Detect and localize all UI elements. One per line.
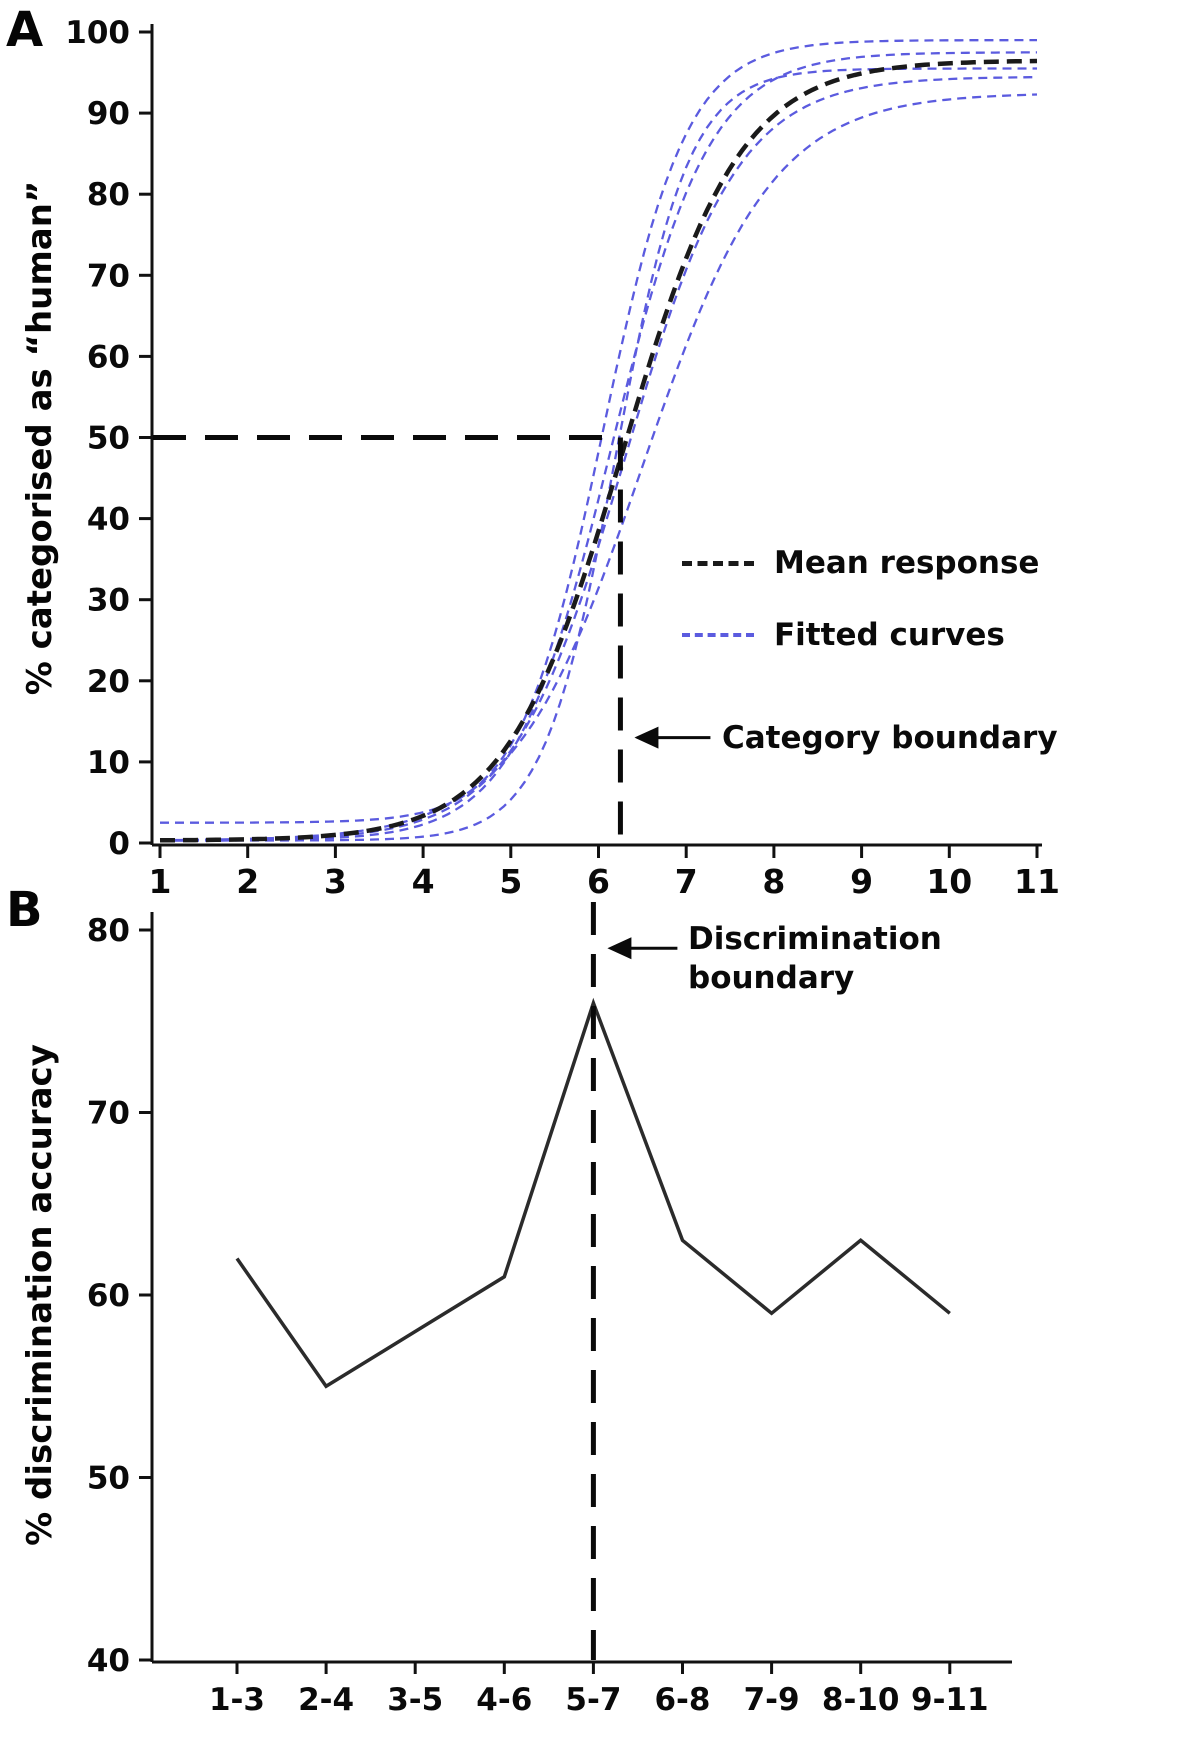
svg-text:1: 1 — [149, 862, 172, 901]
svg-text:100: 100 — [65, 15, 130, 51]
svg-text:7: 7 — [675, 862, 698, 901]
svg-text:70: 70 — [87, 1096, 130, 1132]
svg-text:10: 10 — [926, 862, 972, 901]
svg-text:5-7: 5-7 — [565, 1682, 621, 1718]
svg-text:4: 4 — [412, 862, 435, 901]
svg-text:80: 80 — [87, 913, 130, 949]
svg-text:11: 11 — [1014, 862, 1060, 901]
svg-text:30: 30 — [87, 583, 130, 619]
svg-text:2-4: 2-4 — [298, 1682, 354, 1718]
svg-text:50: 50 — [87, 1461, 130, 1497]
svg-text:5: 5 — [499, 862, 522, 901]
svg-text:8-10: 8-10 — [822, 1682, 900, 1718]
svg-text:70: 70 — [87, 258, 130, 294]
discrimination-boundary-annotation-line2: boundary — [688, 960, 855, 996]
svg-text:8: 8 — [762, 862, 785, 901]
svg-text:0: 0 — [108, 826, 130, 862]
svg-text:3-5: 3-5 — [387, 1682, 443, 1718]
legend-label-fitted-curves: Fitted curves — [774, 617, 1005, 653]
fitted-curves-dash-swatch — [682, 633, 754, 637]
panel-b-label: B — [6, 882, 43, 938]
category-boundary-annotation: Category boundary — [722, 720, 1058, 756]
svg-text:50: 50 — [87, 421, 130, 457]
svg-text:80: 80 — [87, 177, 130, 213]
svg-text:40: 40 — [87, 502, 130, 538]
svg-text:9: 9 — [850, 862, 873, 901]
discrimination-boundary-annotation: Discrimination boundary — [688, 920, 942, 998]
svg-text:10: 10 — [87, 745, 130, 781]
svg-text:9-11: 9-11 — [911, 1682, 989, 1718]
svg-text:1-3: 1-3 — [209, 1682, 265, 1718]
svg-text:60: 60 — [87, 1278, 130, 1314]
panel-a-label: A — [6, 2, 44, 58]
svg-text:60: 60 — [87, 339, 130, 375]
discrimination-boundary-annotation-line1: Discrimination — [688, 921, 942, 957]
svg-text:4-6: 4-6 — [476, 1682, 532, 1718]
svg-text:40: 40 — [87, 1643, 130, 1679]
legend-entry-mean-response: Mean response — [682, 545, 1039, 581]
svg-text:7-9: 7-9 — [744, 1682, 800, 1718]
svg-text:2: 2 — [236, 862, 259, 901]
panel-b-y-axis-label: % discrimination accuracy — [20, 1044, 60, 1546]
legend-label-mean-response: Mean response — [774, 545, 1040, 581]
svg-text:6: 6 — [587, 862, 610, 901]
svg-text:90: 90 — [87, 96, 130, 132]
panel-a-y-axis-label: % categorised as “human” — [20, 180, 60, 696]
svg-text:20: 20 — [87, 664, 130, 700]
mean-response-dash-swatch — [682, 560, 754, 566]
svg-text:3: 3 — [324, 862, 347, 901]
legend-entry-fitted-curves: Fitted curves — [682, 617, 1005, 653]
svg-text:6-8: 6-8 — [654, 1682, 710, 1718]
